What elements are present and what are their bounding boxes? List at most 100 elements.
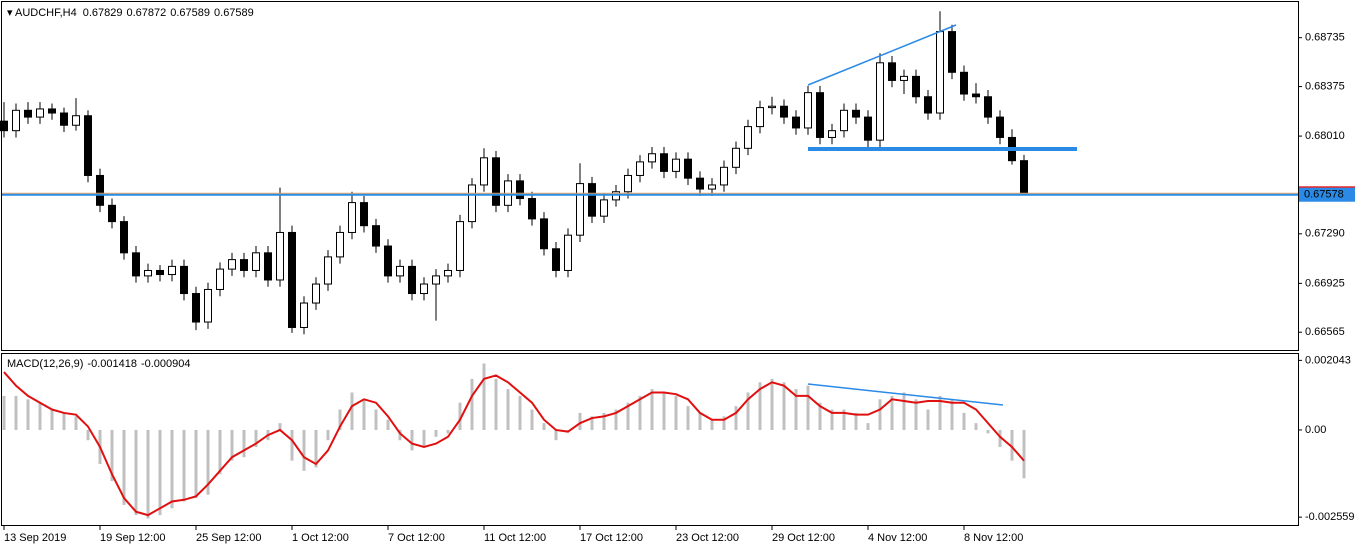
candle-body xyxy=(432,275,440,285)
macd-bar xyxy=(14,395,18,430)
candle-body xyxy=(792,116,800,129)
macd-bar xyxy=(806,385,810,430)
candle-body xyxy=(300,302,308,328)
macd-bar xyxy=(710,419,714,430)
macd-bar xyxy=(986,429,990,434)
x-tick-label: 23 Oct 12:00 xyxy=(676,532,739,544)
candle-body xyxy=(624,174,632,193)
candle-body xyxy=(132,252,140,277)
macd-bar xyxy=(446,429,450,434)
macd-bar xyxy=(626,402,630,430)
macd-bar xyxy=(254,429,258,447)
candle-body xyxy=(84,115,92,176)
macd-bar xyxy=(158,429,162,516)
macd-bar xyxy=(2,395,6,430)
candle-body xyxy=(168,265,176,276)
macd-bar xyxy=(614,409,618,430)
macd-bar xyxy=(782,382,786,430)
macd-bar xyxy=(206,429,210,495)
macd-bar xyxy=(506,389,510,430)
macd-bar xyxy=(110,429,114,482)
macd-bar xyxy=(830,409,834,430)
y-tick-label: 0.68735 xyxy=(1305,32,1345,44)
signal-line xyxy=(3,371,1025,517)
candle-body xyxy=(852,109,860,118)
candle-body xyxy=(912,75,920,98)
x-tick-label: 19 Sep 12:00 xyxy=(100,532,165,544)
candle-body xyxy=(864,116,872,141)
macd-bar xyxy=(470,378,474,430)
header-marker: ▾ xyxy=(7,7,15,19)
candle-body xyxy=(216,268,224,290)
macd-bar xyxy=(530,409,534,430)
macd-bar xyxy=(794,389,798,430)
macd-bar xyxy=(410,429,414,451)
candle-body xyxy=(240,259,248,271)
candle-body xyxy=(36,108,44,118)
header: ▾ AUDCHF,H4 0.67829 0.67872 0.67589 0.67589 xyxy=(7,7,254,19)
candle-body xyxy=(60,112,68,126)
candle-body xyxy=(756,107,764,128)
macd-bar xyxy=(542,423,546,430)
macd-bar xyxy=(494,378,498,430)
macd-bar xyxy=(350,392,354,430)
candle-body xyxy=(192,293,200,323)
candle-body xyxy=(252,252,260,271)
macd-bar xyxy=(338,409,342,430)
candle-body xyxy=(72,115,80,126)
macd-bar xyxy=(962,412,966,430)
candle-body xyxy=(408,265,416,295)
candle-body xyxy=(228,259,236,270)
candle-body xyxy=(348,202,356,233)
macd-bar xyxy=(926,409,930,430)
macd-bar xyxy=(290,429,294,461)
candle-body xyxy=(444,269,452,277)
candle-body xyxy=(672,158,680,172)
macd-bar xyxy=(482,363,486,430)
y-tick-label: 0.66925 xyxy=(1305,277,1345,289)
macd-bar xyxy=(1022,429,1026,479)
signal-value: -0.000904 xyxy=(141,358,191,370)
candle-body xyxy=(708,184,716,190)
trendlines xyxy=(807,24,1077,406)
candle-body xyxy=(588,183,596,217)
candle-body xyxy=(552,248,560,271)
x-tick-label: 25 Sep 12:00 xyxy=(196,532,261,544)
candle-body xyxy=(996,116,1004,138)
macd-bar xyxy=(818,402,822,430)
macd-bar xyxy=(902,392,906,430)
macd-bar xyxy=(422,429,426,447)
level-box xyxy=(1299,187,1355,202)
candle-body xyxy=(276,231,284,281)
candle-body xyxy=(324,256,332,285)
x-tick-label: 11 Oct 12:00 xyxy=(484,532,546,544)
candle-body xyxy=(144,269,152,277)
candle-body xyxy=(264,252,272,281)
macd-bar xyxy=(734,406,738,430)
candle-body xyxy=(24,109,32,118)
candle-body xyxy=(564,234,572,271)
macd-bar xyxy=(578,412,582,430)
candle-body xyxy=(312,283,320,304)
candle-body xyxy=(540,218,548,250)
candle-body xyxy=(744,126,752,149)
macd-bar xyxy=(302,429,306,471)
candle-body xyxy=(960,71,968,95)
macd-bar xyxy=(662,392,666,430)
candle-body xyxy=(480,157,488,186)
candle-body xyxy=(204,288,212,323)
x-tick-label: 7 Oct 12:00 xyxy=(388,532,445,544)
macd-bar xyxy=(746,392,750,430)
candle-body xyxy=(768,105,776,109)
macd-y-tick-label: -0.002559 xyxy=(1305,511,1355,523)
macd-bar xyxy=(878,399,882,430)
candle-body xyxy=(636,161,644,176)
candle-body xyxy=(384,245,392,277)
macd-bar xyxy=(674,395,678,430)
x-tick-label: 13 Sep 2019 xyxy=(4,532,66,544)
macd-bar xyxy=(602,412,606,430)
x-tick-label: 17 Oct 12:00 xyxy=(580,532,643,544)
macd-y-tick-label: 0.002043 xyxy=(1305,354,1351,366)
level-label: 0.67578 xyxy=(1304,189,1344,201)
